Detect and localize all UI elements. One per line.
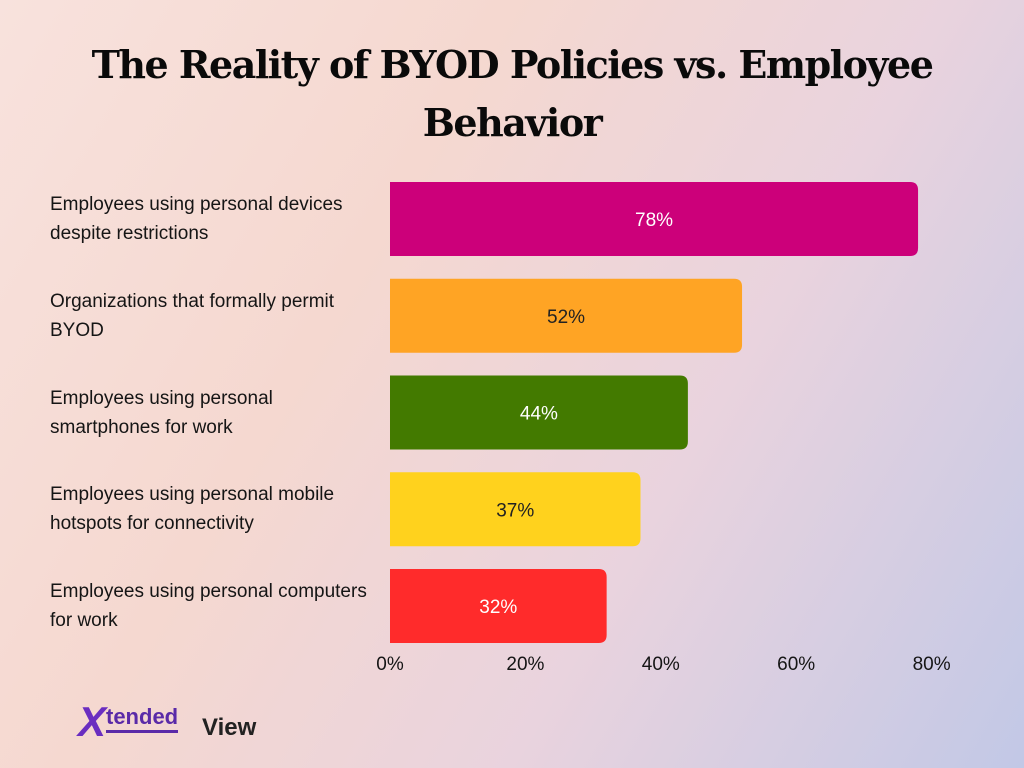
x-tick-label-0: 0% xyxy=(376,654,404,675)
chart-title: The Reality of BYOD Policies vs. Employe… xyxy=(91,42,934,145)
bar-4 xyxy=(390,472,641,547)
x-tick-label-80: 80% xyxy=(913,654,951,675)
bar-5 xyxy=(390,569,607,643)
category-label-2: Organizations that formally permit BYOD xyxy=(50,290,335,341)
x-tick-label-40: 40% xyxy=(642,654,680,675)
bar-2 xyxy=(390,278,743,353)
bar-value-label-1: 78% xyxy=(635,210,673,231)
bar-value-label-2: 52% xyxy=(547,307,585,328)
x-tick-label-60: 60% xyxy=(777,654,815,675)
logo-view-text: View xyxy=(202,714,257,741)
bar-1 xyxy=(390,182,919,256)
bar-value-label-3: 44% xyxy=(520,404,558,425)
logo-tended-text: tended xyxy=(106,704,179,733)
category-label-5: Employees using personal computers for w… xyxy=(50,581,367,631)
x-tick-label-20: 20% xyxy=(506,654,544,675)
bar-3 xyxy=(390,375,688,450)
category-label-3: Employees using personal smartphones for… xyxy=(50,387,273,438)
logo-x-mark: X xyxy=(78,698,106,745)
category-label-4: Employees using personal mobile hotspots… xyxy=(50,484,335,535)
category-label-1: Employees using personal devices despite… xyxy=(50,194,343,244)
bar-value-label-4: 37% xyxy=(496,500,534,521)
bar-value-label-5: 32% xyxy=(479,597,517,618)
bar-chart: 78% 52% 44% 37% 32% 0% 20% 40% 60% 80% xyxy=(376,182,951,675)
